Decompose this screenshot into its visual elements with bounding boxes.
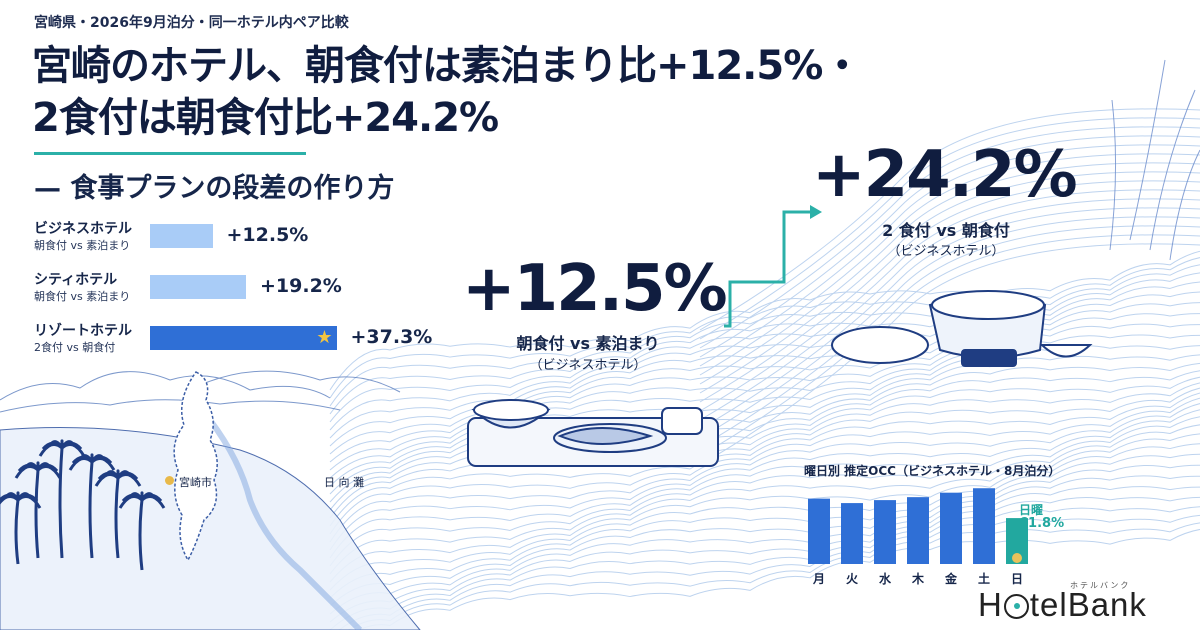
occ-highlight-value: 61.8% — [1019, 516, 1065, 531]
occ-bar-火 — [841, 503, 863, 564]
palm-trees — [0, 439, 166, 571]
row-comparison: 2食付 vs 朝食付 — [34, 341, 116, 354]
logo-kana: ホテルバンク — [1070, 581, 1131, 590]
occ-tick-火: 火 — [846, 572, 859, 586]
title-divider — [34, 152, 306, 155]
logo-word-pre: H — [978, 586, 1003, 623]
river — [207, 418, 363, 630]
occ-bar-月 — [808, 498, 830, 564]
title-line-2: 2食付は朝食付比+24.2% — [32, 95, 499, 141]
two-meals-premium-value: +24.2% — [812, 138, 1078, 212]
comparison-row-business: ビジネスホテル 朝食付 vs 素泊まり +12.5% — [34, 218, 454, 258]
occ-tick-月: 月 — [812, 572, 825, 586]
row-comparison: 朝食付 vs 素泊まり — [34, 239, 131, 252]
occ-bar-chart: 月火水木金土日 — [808, 488, 1028, 586]
bar: ★ — [150, 326, 337, 350]
occ-tick-金: 金 — [944, 571, 958, 586]
map-city-label: 宮崎市 — [179, 476, 212, 489]
subtitle: — 食事プランの段差の作り方 — [34, 173, 395, 204]
occ-tick-水: 水 — [879, 571, 892, 586]
occ-tick-土: 土 — [978, 571, 990, 586]
tray-illustration — [467, 399, 719, 467]
row-name: リゾートホテル — [34, 323, 132, 339]
bar — [150, 224, 213, 248]
comparison-row-city: シティホテル 朝食付 vs 素泊まり +19.2% — [34, 269, 454, 309]
breakfast-caption-sub: （ビジネスホテル） — [529, 358, 647, 373]
comparison-row-resort: リゾートホテル 2食付 vs 朝食付 ★ +37.3% — [34, 320, 454, 360]
title-line-1: 宮崎のホテル、朝食付は素泊まり比+12.5%・ — [32, 43, 862, 89]
row-name: ビジネスホテル — [34, 221, 132, 237]
occ-tick-日: 日 — [1011, 572, 1023, 586]
kicker-text: 宮崎県・2026年9月泊分・同一ホテル内ペア比較 — [34, 15, 349, 31]
breakfast-caption: 朝食付 vs 素泊まり — [516, 334, 660, 353]
two-meals-caption: 2 食付 vs 朝食付 — [882, 221, 1010, 240]
two-meals-caption-sub: （ビジネスホテル） — [887, 244, 1005, 259]
pampas-grass — [1109, 59, 1200, 261]
row-name: シティホテル — [34, 272, 118, 288]
breakfast-premium-value: +12.5% — [462, 252, 728, 326]
nabe-illustration — [831, 290, 1093, 367]
row-value: +37.3% — [350, 326, 433, 348]
growth-arrow — [724, 210, 810, 328]
logo-word-post: telBank — [1029, 586, 1147, 623]
row-value: +19.2% — [260, 275, 342, 297]
occ-bar-金 — [940, 492, 962, 564]
occ-marker-dot — [1012, 553, 1022, 563]
occ-chart-title: 曜日別 推定OCC（ビジネスホテル・8月泊分） — [804, 464, 1061, 478]
page-title: 宮崎のホテル、朝食付は素泊まり比+12.5%・ 2食付は朝食付比+24.2% — [32, 40, 862, 144]
coastline — [0, 427, 421, 630]
map-sea-label: 日 向 灘 — [324, 476, 364, 489]
occ-bar-土 — [973, 488, 995, 564]
logo-o-icon — [1003, 594, 1029, 619]
row-comparison: 朝食付 vs 素泊まり — [34, 290, 131, 303]
occ-bar-日 — [1006, 518, 1028, 564]
occ-bar-水 — [874, 500, 896, 564]
bar — [150, 275, 246, 299]
star-icon: ★ — [316, 327, 333, 348]
miyazaki-map-outline — [173, 371, 218, 562]
occ-tick-木: 木 — [911, 571, 925, 586]
location-dot-icon — [165, 476, 174, 485]
occ-bar-木 — [907, 497, 929, 564]
arrow-head-icon — [810, 205, 822, 219]
mountains — [0, 370, 401, 413]
occ-highlight-day: 日曜 — [1019, 503, 1044, 517]
row-value: +12.5% — [226, 224, 309, 246]
